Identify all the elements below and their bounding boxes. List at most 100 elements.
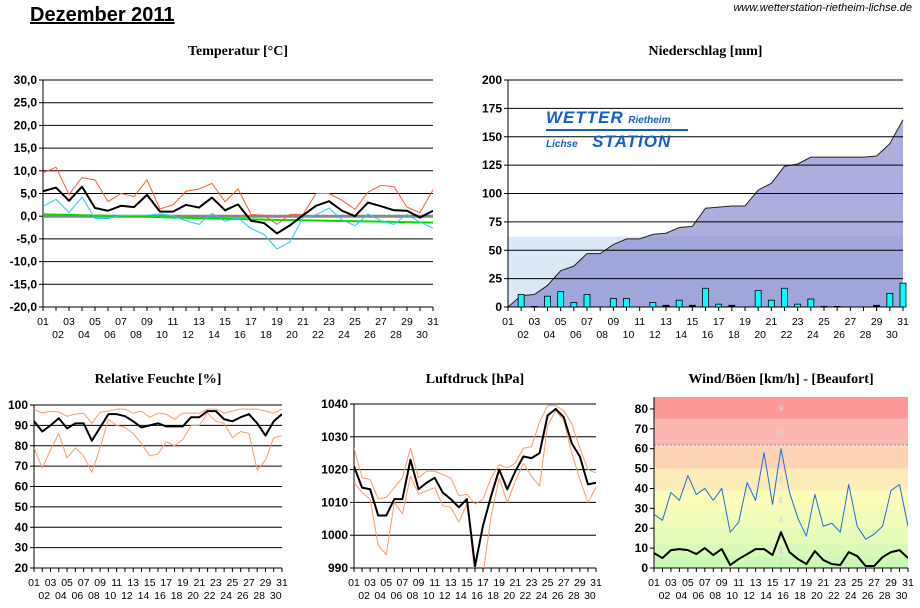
x-tick-label: 31 xyxy=(902,577,914,589)
y-tick-label: 80 xyxy=(15,439,29,453)
x-tick-label: 10 xyxy=(105,590,117,602)
temperature-chart-title: Temperatur [°C] xyxy=(187,44,289,59)
precipitation-bar xyxy=(794,303,802,308)
x-tick-label: 09 xyxy=(607,316,619,328)
wind-chart-title: Wind/Böen [km/h] - [Beaufort] xyxy=(688,372,874,387)
temperature-series-line xyxy=(43,185,433,235)
x-tick-label: 18 xyxy=(171,590,183,602)
x-tick-label: 12 xyxy=(649,329,661,341)
x-tick-label: 22 xyxy=(204,590,216,602)
y-tick-label: 10 xyxy=(635,541,649,555)
temperature-series-line xyxy=(43,213,433,224)
x-tick-label: 23 xyxy=(834,577,846,589)
y-tick-label: 20 xyxy=(15,561,29,575)
x-tick-label: 17 xyxy=(160,577,172,589)
y-tick-label: 30 xyxy=(15,541,29,555)
x-tick-label: 21 xyxy=(817,577,829,589)
x-tick-label: 02 xyxy=(517,329,529,341)
x-tick-label: 07 xyxy=(78,577,90,589)
x-tick-label: 07 xyxy=(699,577,711,589)
y-tick-label: -20,0 xyxy=(10,300,38,314)
x-tick-label: 21 xyxy=(193,577,205,589)
y-tick-label: 0 xyxy=(495,300,502,314)
x-tick-label: 29 xyxy=(401,316,413,328)
x-tick-label: 26 xyxy=(364,329,376,341)
humidity-series-group xyxy=(34,408,282,473)
x-tick-label: 03 xyxy=(364,577,376,589)
y-tick-label: 200 xyxy=(482,73,502,87)
x-tick-label: 05 xyxy=(89,316,101,328)
beaufort-label: 9 xyxy=(779,404,784,413)
x-tick-label: 06 xyxy=(390,590,402,602)
x-tick-label: 01 xyxy=(648,577,660,589)
pressure-series-line xyxy=(354,410,596,568)
x-tick-label: 24 xyxy=(338,329,350,341)
y-tick-label: 175 xyxy=(482,101,502,115)
x-tick-label: 20 xyxy=(286,329,298,341)
precipitation-bar xyxy=(662,304,670,308)
y-tick-label: 75 xyxy=(489,215,503,229)
pressure-series-group xyxy=(354,405,596,568)
pressure-chart: 1040103010201010100099001020304050607080… xyxy=(321,397,602,602)
x-tick-label: 27 xyxy=(868,577,880,589)
precipitation-bar xyxy=(820,306,828,308)
x-tick-label: 23 xyxy=(210,577,222,589)
x-tick-label: 04 xyxy=(55,590,67,602)
x-tick-label: 20 xyxy=(503,590,515,602)
y-tick-label: 25 xyxy=(489,272,503,286)
x-tick-label: 08 xyxy=(88,590,100,602)
x-tick-label: 24 xyxy=(220,590,232,602)
precipitation-bar xyxy=(728,304,736,308)
x-tick-label: 16 xyxy=(154,590,166,602)
x-tick-label: 31 xyxy=(427,316,439,328)
x-tick-label: 26 xyxy=(833,329,845,341)
temperature-series-group xyxy=(43,166,433,250)
y-tick-label: 30 xyxy=(635,501,649,515)
y-tick-label: 20 xyxy=(635,521,649,535)
precipitation-bar xyxy=(767,299,775,308)
wind-series-line xyxy=(654,448,908,540)
x-tick-label: 15 xyxy=(461,577,473,589)
x-tick-label: 02 xyxy=(358,590,370,602)
beaufort-band xyxy=(654,444,908,469)
x-tick-label: 31 xyxy=(276,577,288,589)
x-tick-label: 11 xyxy=(634,316,645,328)
x-tick-label: 01 xyxy=(28,577,40,589)
x-tick-label: 02 xyxy=(659,590,671,602)
x-tick-label: 02 xyxy=(52,329,64,341)
x-tick-label: 13 xyxy=(445,577,457,589)
site-url: www.wetterstation-rietheim-lichse.de xyxy=(733,2,912,14)
temperature-chart: 30,0 25,0 20,0 15,0 10,0 5,0 0,0 -5,0 -10,0 -15,0… xyxy=(10,73,439,341)
pressure-series-line xyxy=(354,405,596,505)
y-tick-label: 40 xyxy=(635,481,649,495)
beaufort-band xyxy=(654,418,908,445)
logo-text-station: STATION xyxy=(592,132,672,151)
x-tick-label: 28 xyxy=(860,329,872,341)
x-tick-label: 04 xyxy=(544,329,556,341)
x-tick-label: 29 xyxy=(871,316,883,328)
x-tick-label: 17 xyxy=(245,316,257,328)
x-tick-label: 29 xyxy=(260,577,272,589)
x-tick-label: 30 xyxy=(896,590,908,602)
beaufort-band xyxy=(654,468,908,491)
x-tick-label: 20 xyxy=(811,590,823,602)
logo-text-wetter: WETTER xyxy=(546,108,624,127)
y-tick-label: -10,0 xyxy=(10,255,38,269)
x-tick-label: 30 xyxy=(416,329,428,341)
y-tick-label: 25,0 xyxy=(14,96,38,110)
x-tick-label: 28 xyxy=(568,590,580,602)
x-tick-label: 20 xyxy=(754,329,766,341)
y-tick-label: 1030 xyxy=(321,430,348,444)
x-tick-label: 09 xyxy=(413,577,425,589)
x-tick-label: 18 xyxy=(794,590,806,602)
y-tick-label: 5,0 xyxy=(20,187,37,201)
beaufort-band xyxy=(654,544,908,557)
x-tick-label: 21 xyxy=(509,577,521,589)
precipitation-bar xyxy=(544,295,551,308)
x-tick-label: 19 xyxy=(493,577,505,589)
y-tick-label: 125 xyxy=(482,158,502,172)
x-tick-label: 26 xyxy=(237,590,249,602)
x-tick-label: 30 xyxy=(270,590,282,602)
y-tick-label: -15,0 xyxy=(10,277,38,291)
x-tick-label: 04 xyxy=(78,329,90,341)
